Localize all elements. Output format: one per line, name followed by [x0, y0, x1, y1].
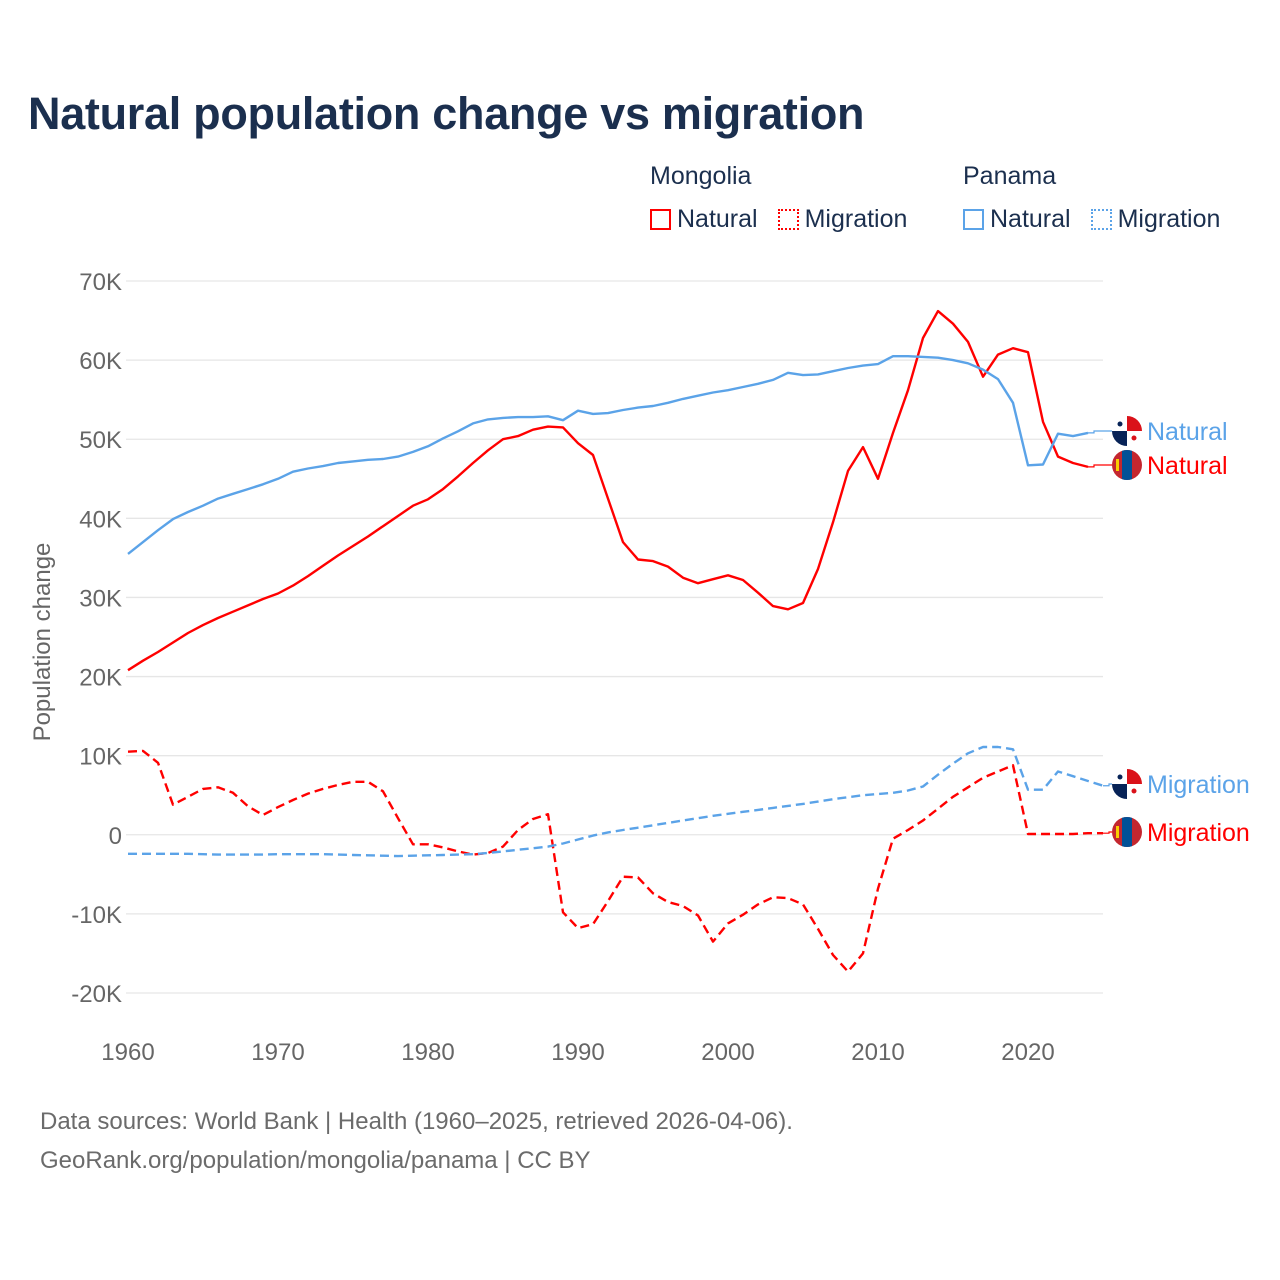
legend-swatch-dotted	[777, 209, 799, 230]
flag-blue-quarter	[1112, 784, 1127, 799]
legend-country-mongolia: Mongolia	[650, 162, 752, 190]
legend-item-panama-natural[interactable]: Natural	[963, 205, 1071, 234]
flag-soyombo	[1116, 459, 1119, 471]
chart-title: Natural population change vs migration	[28, 88, 865, 139]
label-connector	[1103, 783, 1112, 787]
y-tick-label: 10K	[79, 744, 122, 771]
panama-flag-icon	[1112, 769, 1142, 799]
y-tick-label: 20K	[79, 665, 122, 692]
y-tick-label: 40K	[79, 506, 122, 533]
footer-credit[interactable]: GeoRank.org/population/mongolia/panama |…	[40, 1147, 591, 1174]
legend-item-mongolia-migration[interactable]: Migration	[777, 205, 908, 234]
legend-swatch-solid	[963, 209, 984, 230]
legend-label: Migration	[804, 205, 908, 233]
legend-swatch-dotted	[1090, 209, 1112, 230]
label-connector	[1088, 430, 1112, 434]
flag-blue-quarter	[1112, 431, 1127, 446]
x-tick-label: 1990	[551, 1039, 604, 1066]
legend-item-panama-migration[interactable]: Migration	[1090, 205, 1221, 234]
y-tick-label: 0	[109, 823, 122, 850]
flag-body	[1112, 416, 1142, 446]
flag-red-star	[1131, 788, 1137, 794]
flag-body	[1112, 450, 1142, 480]
series-end-label: Migration	[1147, 819, 1250, 847]
series-line-mongolia-migration	[127, 749, 1103, 973]
series-end-label: Natural	[1147, 452, 1228, 480]
flag-red-quarter	[1127, 769, 1142, 784]
y-tick-label: 50K	[79, 427, 122, 454]
mongolia-flag-icon	[1112, 817, 1142, 847]
x-tick-label: 1960	[101, 1039, 154, 1066]
x-tick-label: 2000	[701, 1039, 754, 1066]
y-tick-label: -10K	[71, 902, 122, 929]
series-end-label: Migration	[1147, 771, 1250, 799]
flag-red-star	[1131, 435, 1137, 441]
flag-blue-star	[1117, 774, 1123, 780]
y-tick-label: 70K	[79, 269, 122, 296]
legend-mongolia: Mongolia Natural Migration	[650, 162, 927, 234]
flag-blue-star	[1117, 421, 1123, 427]
y-axis-label: Population change	[29, 543, 56, 742]
y-tick-label: 60K	[79, 348, 122, 375]
legend-item-mongolia-natural[interactable]: Natural	[650, 205, 758, 234]
series-line-mongolia-natural	[127, 309, 1089, 672]
footer-sources: Data sources: World Bank | Health (1960–…	[40, 1108, 793, 1135]
series-line-panama-migration	[128, 745, 1104, 858]
legend-label: Migration	[1117, 205, 1221, 233]
flag-body	[1112, 769, 1142, 799]
x-tick-label: 1980	[401, 1039, 454, 1066]
legend-label: Natural	[990, 205, 1071, 233]
label-connector	[1103, 831, 1112, 834]
y-tick-label: -20K	[71, 981, 122, 1008]
mongolia-flag-icon	[1112, 450, 1142, 480]
flag-soyombo	[1116, 826, 1119, 838]
x-tick-label: 2010	[851, 1039, 904, 1066]
legend-country-panama: Panama	[963, 162, 1057, 190]
flag-red-quarter	[1127, 416, 1142, 431]
flag-stripe-blue	[1122, 450, 1132, 480]
label-connector	[1088, 464, 1112, 468]
flag-stripe-blue	[1122, 817, 1132, 847]
x-tick-label: 1970	[251, 1039, 304, 1066]
y-tick-label: 30K	[79, 585, 122, 612]
legend-swatch-solid	[650, 209, 671, 230]
flag-body	[1112, 817, 1142, 847]
x-tick-label: 2020	[1001, 1039, 1054, 1066]
series-end-label: Natural	[1147, 418, 1228, 446]
legend-panama: Panama Natural Migration	[963, 162, 1220, 234]
series-line-panama-natural	[127, 355, 1089, 555]
legend-label: Natural	[677, 205, 758, 233]
panama-flag-icon	[1112, 416, 1142, 446]
